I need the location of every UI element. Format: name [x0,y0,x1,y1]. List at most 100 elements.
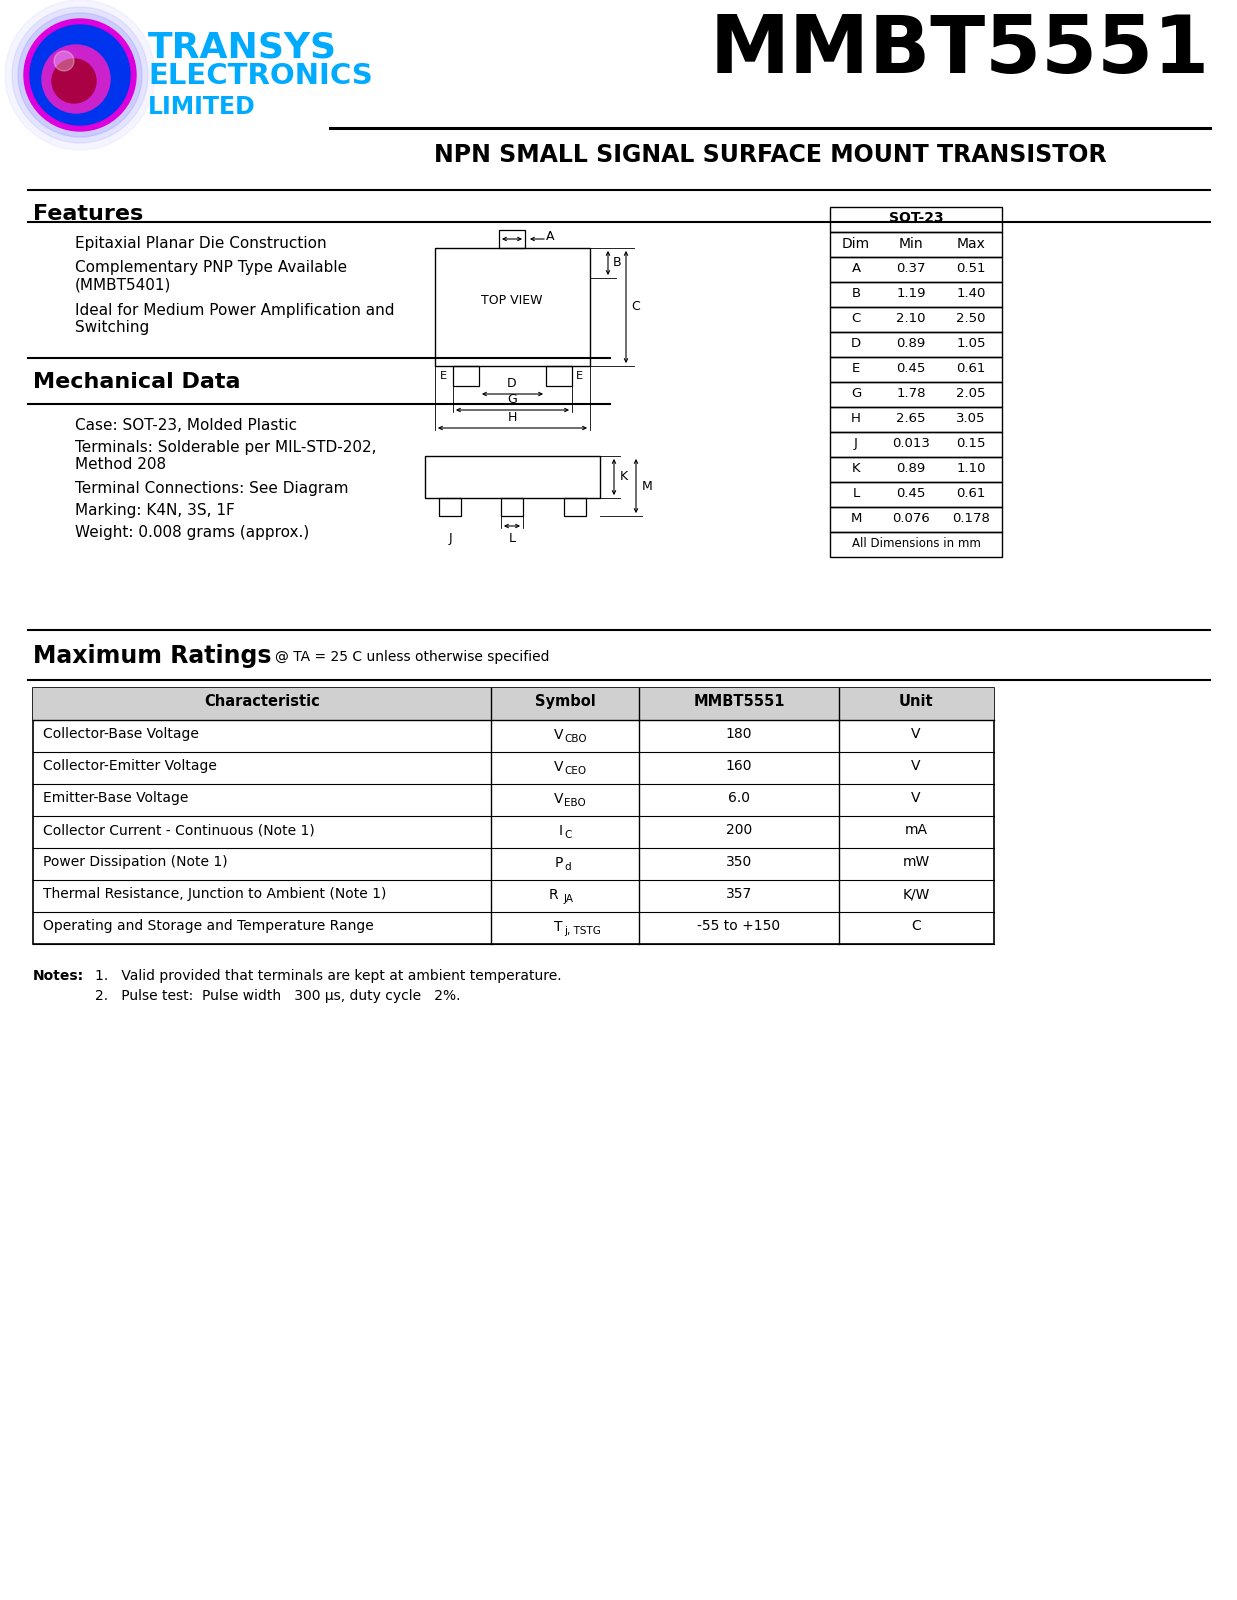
Text: 200: 200 [726,822,752,837]
Text: CBO: CBO [564,734,586,744]
Text: 350: 350 [726,854,752,869]
Text: V: V [553,760,563,774]
Circle shape [52,59,96,102]
Text: C: C [631,301,640,314]
Text: 1.40: 1.40 [956,286,986,301]
Text: 357: 357 [726,886,752,901]
Text: C: C [912,918,920,933]
Text: E: E [852,362,860,374]
Text: E: E [576,371,583,381]
Text: Min: Min [899,237,923,251]
Text: 160: 160 [726,758,752,773]
Circle shape [19,13,142,138]
Bar [426,456,600,498]
Text: @ TA = 25 C unless otherwise specified: @ TA = 25 C unless otherwise specified [275,650,549,664]
Bar [830,357,1002,382]
Text: 0.89: 0.89 [897,338,925,350]
Text: mA: mA [904,822,928,837]
Text: 2.   Pulse test:  Pulse width   300 μs, duty cycle   2%.: 2. Pulse test: Pulse width 300 μs, duty … [95,989,460,1003]
Text: TOP VIEW: TOP VIEW [481,294,543,307]
Text: 2.05: 2.05 [956,387,986,400]
Bar [830,382,1002,406]
Text: j, TSTG: j, TSTG [564,926,601,936]
Text: Collector-Base Voltage: Collector-Base Voltage [43,726,199,741]
Text: K: K [852,462,860,475]
Text: 0.89: 0.89 [897,462,925,475]
Bar [499,230,524,248]
Text: V: V [912,726,920,741]
Text: A: A [851,262,861,275]
Circle shape [54,51,74,70]
Text: T: T [554,920,563,934]
Text: 1.   Valid provided that terminals are kept at ambient temperature.: 1. Valid provided that terminals are kep… [95,970,562,982]
Text: 1.19: 1.19 [897,286,925,301]
Text: Max: Max [956,237,986,251]
Bar [830,482,1002,507]
Text: 0.51: 0.51 [956,262,986,275]
Text: P: P [554,856,563,870]
Text: Ideal for Medium Power Amplification and
Switching: Ideal for Medium Power Amplification and… [75,302,395,336]
Text: Unit: Unit [899,694,933,709]
Text: J: J [854,437,858,450]
Text: 2.65: 2.65 [897,411,925,426]
Bar [439,498,461,515]
Text: 0.013: 0.013 [892,437,930,450]
Text: D: D [507,378,517,390]
Text: E: E [440,371,447,381]
Text: -55 to +150: -55 to +150 [698,918,781,933]
Text: 0.37: 0.37 [897,262,925,275]
Text: d: d [564,862,570,872]
Text: Characteristic: Characteristic [204,694,320,709]
Bar [830,206,1002,232]
Bar [830,282,1002,307]
Text: 0.45: 0.45 [897,362,925,374]
Bar [830,406,1002,432]
Bar [564,498,586,515]
Text: L: L [508,531,516,546]
Text: Collector Current - Continuous (Note 1): Collector Current - Continuous (Note 1) [43,822,314,837]
Text: 0.45: 0.45 [897,486,925,499]
Text: Case: SOT-23, Molded Plastic: Case: SOT-23, Molded Plastic [75,418,297,434]
Text: JA: JA [564,894,574,904]
Bar [33,688,995,720]
Text: A: A [546,229,554,243]
Circle shape [42,45,110,114]
Text: LIMITED: LIMITED [148,94,256,118]
Circle shape [5,0,155,150]
Text: V: V [553,792,563,806]
Text: MMBT5551: MMBT5551 [693,694,784,709]
Text: 0.61: 0.61 [956,362,986,374]
Text: M: M [850,512,862,525]
Text: B: B [614,256,622,269]
Text: C: C [851,312,861,325]
Text: Emitter-Base Voltage: Emitter-Base Voltage [43,790,188,805]
Circle shape [12,6,148,142]
Text: D: D [851,338,861,350]
Text: G: G [507,394,517,406]
Text: EBO: EBO [564,798,586,808]
Circle shape [24,19,136,131]
Text: 2.50: 2.50 [956,312,986,325]
Text: M: M [642,480,653,493]
Text: I: I [559,824,563,838]
Text: CEO: CEO [564,766,586,776]
Text: 0.178: 0.178 [952,512,990,525]
Text: All Dimensions in mm: All Dimensions in mm [851,538,981,550]
Text: ELECTRONICS: ELECTRONICS [148,62,372,90]
Text: Marking: K4N, 3S, 1F: Marking: K4N, 3S, 1F [75,502,235,518]
Text: 3.05: 3.05 [956,411,986,426]
Bar [453,366,479,386]
Text: Complementary PNP Type Available
(MMBT5401): Complementary PNP Type Available (MMBT54… [75,259,348,293]
Bar [33,688,995,944]
Text: NPN SMALL SIGNAL SURFACE MOUNT TRANSISTOR: NPN SMALL SIGNAL SURFACE MOUNT TRANSISTO… [434,142,1106,166]
Bar [830,333,1002,357]
Text: Thermal Resistance, Junction to Ambient (Note 1): Thermal Resistance, Junction to Ambient … [43,886,386,901]
Text: 1.10: 1.10 [956,462,986,475]
Circle shape [30,26,130,125]
Text: Dim: Dim [842,237,870,251]
Text: J: J [448,531,452,546]
Text: H: H [507,411,517,424]
Text: SOT-23: SOT-23 [888,211,944,226]
Bar [830,307,1002,333]
Text: V: V [912,790,920,805]
